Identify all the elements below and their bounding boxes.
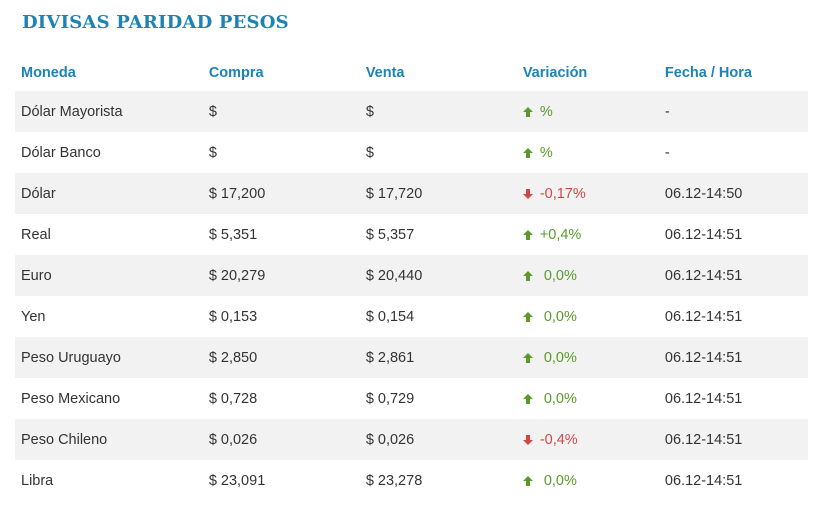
buy-price: $ 5,351 (208, 226, 258, 243)
variation-value: -0,17% (539, 185, 586, 202)
currency-name: Euro (21, 267, 52, 284)
sell-price: $ (365, 103, 374, 120)
currency-name: Peso Mexicano (21, 390, 121, 407)
table-row: Dólar Banco $ $% - (15, 132, 808, 173)
date-time: 06.12-14:51 (664, 226, 743, 243)
variation-value: -0,4% (539, 431, 578, 448)
table-row: Peso Chileno $ 0,026 $ 0,026 -0,4% 06.12-14:… (15, 419, 808, 460)
variation-cell: -0,17% (518, 186, 659, 202)
arrow-up-icon (522, 229, 533, 240)
currency-name: Peso Uruguayo (21, 349, 121, 366)
sell-price: $ 0,729 (365, 390, 415, 407)
variation-cell: 0,0% (518, 350, 659, 366)
table-row: Real $ 5,351 $ 5,357 +0,4% 06.12-14:51 (15, 214, 808, 255)
currency-name: Dólar Banco (21, 144, 101, 161)
column-header-venta: Venta (365, 65, 405, 81)
table-row: Libra $ 23,091 $ 23,278 0,0% 06.12-14:51 (15, 460, 808, 501)
variation-value: % (539, 103, 553, 120)
variation-cell: 0,0% (518, 268, 659, 284)
date-time: 06.12-14:51 (664, 267, 743, 284)
arrow-down-icon (522, 188, 533, 199)
sell-price: $ 0,026 (365, 431, 415, 448)
variation-cell: % (518, 145, 659, 161)
currency-name: Dólar Mayorista (21, 103, 123, 120)
column-header-compra: Compra (208, 65, 264, 81)
buy-price: $ 2,850 (208, 349, 258, 366)
date-time: 06.12-14:51 (664, 390, 743, 407)
table-header: Moneda Compra Venta Variación Fecha / Ho… (15, 55, 808, 91)
variation-cell: +0,4% (518, 227, 659, 243)
table-row: Yen $ 0,153 $ 0,154 0,0% 06.12-14:51 (15, 296, 808, 337)
buy-price: $ 17,200 (208, 185, 266, 202)
variation-cell: 0,0% (518, 309, 659, 325)
table-body: Dólar Mayorista $ $% - Dólar Banco $ $% - Dólar $… (15, 91, 808, 501)
date-time: - (664, 103, 670, 120)
table-row: Dólar Mayorista $ $% - (15, 91, 808, 132)
variation-value: % (539, 144, 553, 161)
arrow-up-icon (522, 311, 533, 322)
arrow-up-icon (522, 475, 533, 486)
currency-name: Peso Chileno (21, 431, 108, 448)
sell-price: $ 17,720 (365, 185, 423, 202)
arrow-down-icon (522, 434, 533, 445)
variation-value: +0,4% (539, 226, 582, 243)
date-time: 06.12-14:50 (664, 185, 743, 202)
currency-name: Dólar (21, 185, 56, 202)
buy-price: $ 20,279 (208, 267, 266, 284)
currency-name: Yen (21, 308, 46, 325)
sell-price: $ 20,440 (365, 267, 423, 284)
variation-value: 0,0% (539, 267, 577, 284)
sell-price: $ 5,357 (365, 226, 415, 243)
sell-price: $ 2,861 (365, 349, 415, 366)
date-time: 06.12-14:51 (664, 431, 743, 448)
variation-value: 0,0% (539, 349, 577, 366)
variation-cell: 0,0% (518, 391, 659, 407)
table-row: Peso Mexicano $ 0,728 $ 0,729 0,0% 06.12-14… (15, 378, 808, 419)
column-header-moneda: Moneda (21, 65, 76, 81)
table-row: Dólar $ 17,200 $ 17,720 -0,17% 06.12-14:50 (15, 173, 808, 214)
variation-cell: % (518, 104, 659, 120)
sell-price: $ 23,278 (365, 472, 423, 489)
table-row: Euro $ 20,279 $ 20,440 0,0% 06.12-14:51 (15, 255, 808, 296)
variation-value: 0,0% (539, 308, 577, 325)
variation-value: 0,0% (539, 472, 577, 489)
currency-table: Moneda Compra Venta Variación Fecha / Ho… (15, 55, 808, 501)
buy-price: $ 0,153 (208, 308, 258, 325)
table-row: Peso Uruguayo $ 2,850 $ 2,861 0,0% 06.12-14… (15, 337, 808, 378)
arrow-up-icon (522, 393, 533, 404)
buy-price: $ 23,091 (208, 472, 266, 489)
date-time: 06.12-14:51 (664, 349, 743, 366)
variation-cell: -0,4% (518, 432, 659, 448)
buy-price: $ (208, 144, 217, 161)
sell-price: $ 0,154 (365, 308, 415, 325)
variation-cell: 0,0% (518, 473, 659, 489)
date-time: - (664, 144, 670, 161)
buy-price: $ (208, 103, 217, 120)
widget-title: DIVISAS PARIDAD PESOS (22, 12, 289, 33)
arrow-up-icon (522, 147, 533, 158)
arrow-up-icon (522, 352, 533, 363)
buy-price: $ 0,026 (208, 431, 258, 448)
column-header-fecha-hora: Fecha / Hora (664, 65, 752, 81)
date-time: 06.12-14:51 (664, 472, 743, 489)
variation-value: 0,0% (539, 390, 577, 407)
buy-price: $ 0,728 (208, 390, 258, 407)
arrow-up-icon (522, 270, 533, 281)
column-header-variacion: Variación (522, 65, 588, 81)
arrow-up-icon (522, 106, 533, 117)
date-time: 06.12-14:51 (664, 308, 743, 325)
sell-price: $ (365, 144, 374, 161)
currency-name: Libra (21, 472, 54, 489)
currency-name: Real (21, 226, 51, 243)
